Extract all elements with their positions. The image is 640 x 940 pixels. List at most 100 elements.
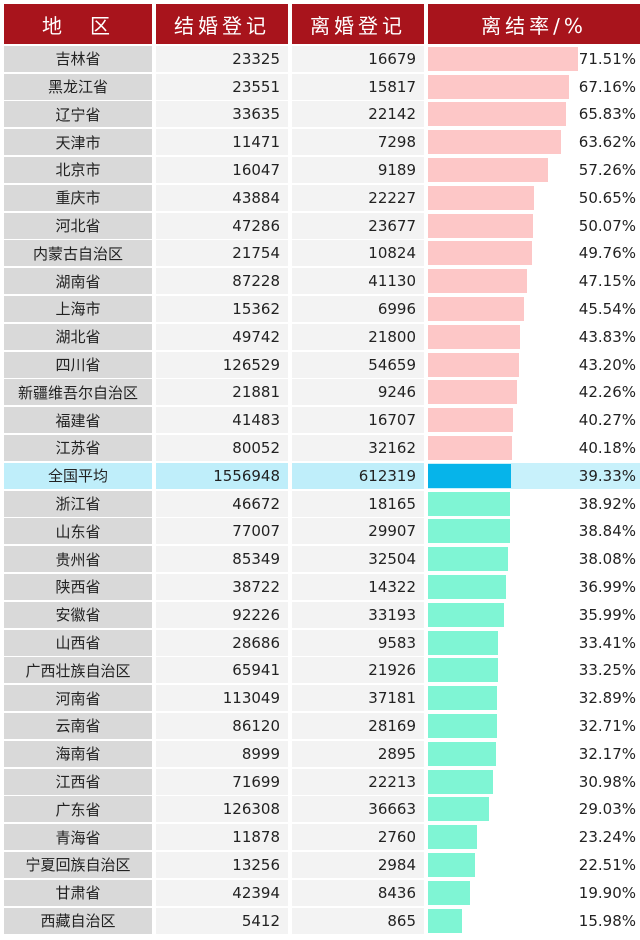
region-cell: 江西省 xyxy=(4,768,152,795)
divorce-count-cell: 2760 xyxy=(292,824,424,851)
region-cell: 辽宁省 xyxy=(4,101,152,128)
rate-bar xyxy=(428,324,520,349)
region-cell: 广东省 xyxy=(4,796,152,823)
divorce-rate-table: 地 区 结婚登记 离婚登记 离结率/% 吉林省 23325 16679 71.51% 黑… xyxy=(4,4,640,936)
rate-label: 32.17% xyxy=(578,744,636,763)
rate-bar xyxy=(428,241,533,266)
rate-cell: 22.51% xyxy=(428,851,640,878)
rate-bar xyxy=(428,491,510,516)
divorce-count-cell: 865 xyxy=(292,907,424,934)
divorce-count-cell: 23677 xyxy=(292,212,424,239)
rate-label: 30.98% xyxy=(578,772,636,791)
rate-bar xyxy=(428,908,462,933)
rate-cell: 38.08% xyxy=(428,546,640,573)
rate-cell: 67.16% xyxy=(428,73,640,100)
marriage-count-cell: 28686 xyxy=(156,629,288,656)
marriage-count-cell: 71699 xyxy=(156,768,288,795)
rate-bar xyxy=(428,852,476,877)
marriage-count-cell: 38722 xyxy=(156,573,288,600)
rate-label: 39.33% xyxy=(578,466,636,485)
rate-cell: 57.26% xyxy=(428,156,640,183)
region-cell: 内蒙古自治区 xyxy=(4,240,152,267)
rate-bar xyxy=(428,463,511,488)
rate-bar xyxy=(428,825,477,850)
rate-label: 40.18% xyxy=(578,438,636,457)
header-marriage: 结婚登记 xyxy=(156,4,288,44)
rate-cell: 40.18% xyxy=(428,434,640,461)
divorce-count-cell: 16707 xyxy=(292,407,424,434)
marriage-count-cell: 21881 xyxy=(156,379,288,406)
rate-cell: 43.20% xyxy=(428,351,640,378)
divorce-count-cell: 9189 xyxy=(292,156,424,183)
divorce-count-cell: 6996 xyxy=(292,295,424,322)
divorce-count-cell: 15817 xyxy=(292,73,424,100)
marriage-count-cell: 11471 xyxy=(156,129,288,156)
marriage-count-cell: 11878 xyxy=(156,824,288,851)
rate-label: 45.54% xyxy=(578,299,636,318)
region-cell: 宁夏回族自治区 xyxy=(4,851,152,878)
divorce-count-cell: 9246 xyxy=(292,379,424,406)
rate-cell: 49.76% xyxy=(428,240,640,267)
rate-cell: 29.03% xyxy=(428,796,640,823)
rate-cell: 50.65% xyxy=(428,184,640,211)
divorce-count-cell: 8436 xyxy=(292,879,424,906)
rate-label: 57.26% xyxy=(578,160,636,179)
divorce-count-cell: 22213 xyxy=(292,768,424,795)
rate-label: 50.07% xyxy=(578,216,636,235)
rate-bar xyxy=(428,157,549,182)
divorce-count-cell: 18165 xyxy=(292,490,424,517)
rate-cell: 38.84% xyxy=(428,518,640,545)
rate-cell: 45.54% xyxy=(428,295,640,322)
rate-label: 63.62% xyxy=(578,133,636,152)
divorce-count-cell: 32162 xyxy=(292,434,424,461)
region-cell: 黑龙江省 xyxy=(4,73,152,100)
rate-bar xyxy=(428,435,513,460)
rate-bar xyxy=(428,296,524,321)
rate-bar xyxy=(428,130,562,155)
marriage-count-cell: 8999 xyxy=(156,740,288,767)
rate-label: 71.51% xyxy=(578,49,636,68)
divorce-count-cell: 612319 xyxy=(292,462,424,489)
divorce-count-cell: 36663 xyxy=(292,796,424,823)
region-cell: 全国平均 xyxy=(4,462,152,489)
region-cell: 山东省 xyxy=(4,518,152,545)
marriage-count-cell: 33635 xyxy=(156,101,288,128)
rate-label: 33.25% xyxy=(578,661,636,680)
rate-cell: 32.71% xyxy=(428,712,640,739)
rate-cell: 30.98% xyxy=(428,768,640,795)
region-cell: 江苏省 xyxy=(4,434,152,461)
divorce-count-cell: 41130 xyxy=(292,268,424,295)
marriage-count-cell: 85349 xyxy=(156,546,288,573)
rate-bar xyxy=(428,519,510,544)
divorce-count-cell: 21926 xyxy=(292,657,424,684)
rate-label: 33.41% xyxy=(578,633,636,652)
region-cell: 重庆市 xyxy=(4,184,152,211)
marriage-count-cell: 49742 xyxy=(156,323,288,350)
marriage-count-cell: 86120 xyxy=(156,712,288,739)
marriage-count-cell: 47286 xyxy=(156,212,288,239)
region-cell: 云南省 xyxy=(4,712,152,739)
rate-bar xyxy=(428,880,470,905)
marriage-count-cell: 1556948 xyxy=(156,462,288,489)
region-cell: 山西省 xyxy=(4,629,152,656)
rate-cell: 23.24% xyxy=(428,824,640,851)
marriage-count-cell: 23551 xyxy=(156,73,288,100)
header-rate: 离结率/% xyxy=(428,4,640,44)
rate-label: 40.27% xyxy=(578,411,636,430)
region-cell: 河南省 xyxy=(4,685,152,712)
rate-bar xyxy=(428,74,569,99)
marriage-count-cell: 92226 xyxy=(156,601,288,628)
region-cell: 海南省 xyxy=(4,740,152,767)
divorce-count-cell: 37181 xyxy=(292,685,424,712)
rate-cell: 15.98% xyxy=(428,907,640,934)
divorce-count-cell: 7298 xyxy=(292,129,424,156)
rate-cell: 65.83% xyxy=(428,101,640,128)
divorce-count-cell: 32504 xyxy=(292,546,424,573)
rate-bar xyxy=(428,213,533,238)
rate-label: 29.03% xyxy=(578,800,636,819)
divorce-count-cell: 28169 xyxy=(292,712,424,739)
rate-label: 15.98% xyxy=(578,911,636,930)
rate-cell: 33.25% xyxy=(428,657,640,684)
rate-bar xyxy=(428,686,497,711)
divorce-count-cell: 22227 xyxy=(292,184,424,211)
